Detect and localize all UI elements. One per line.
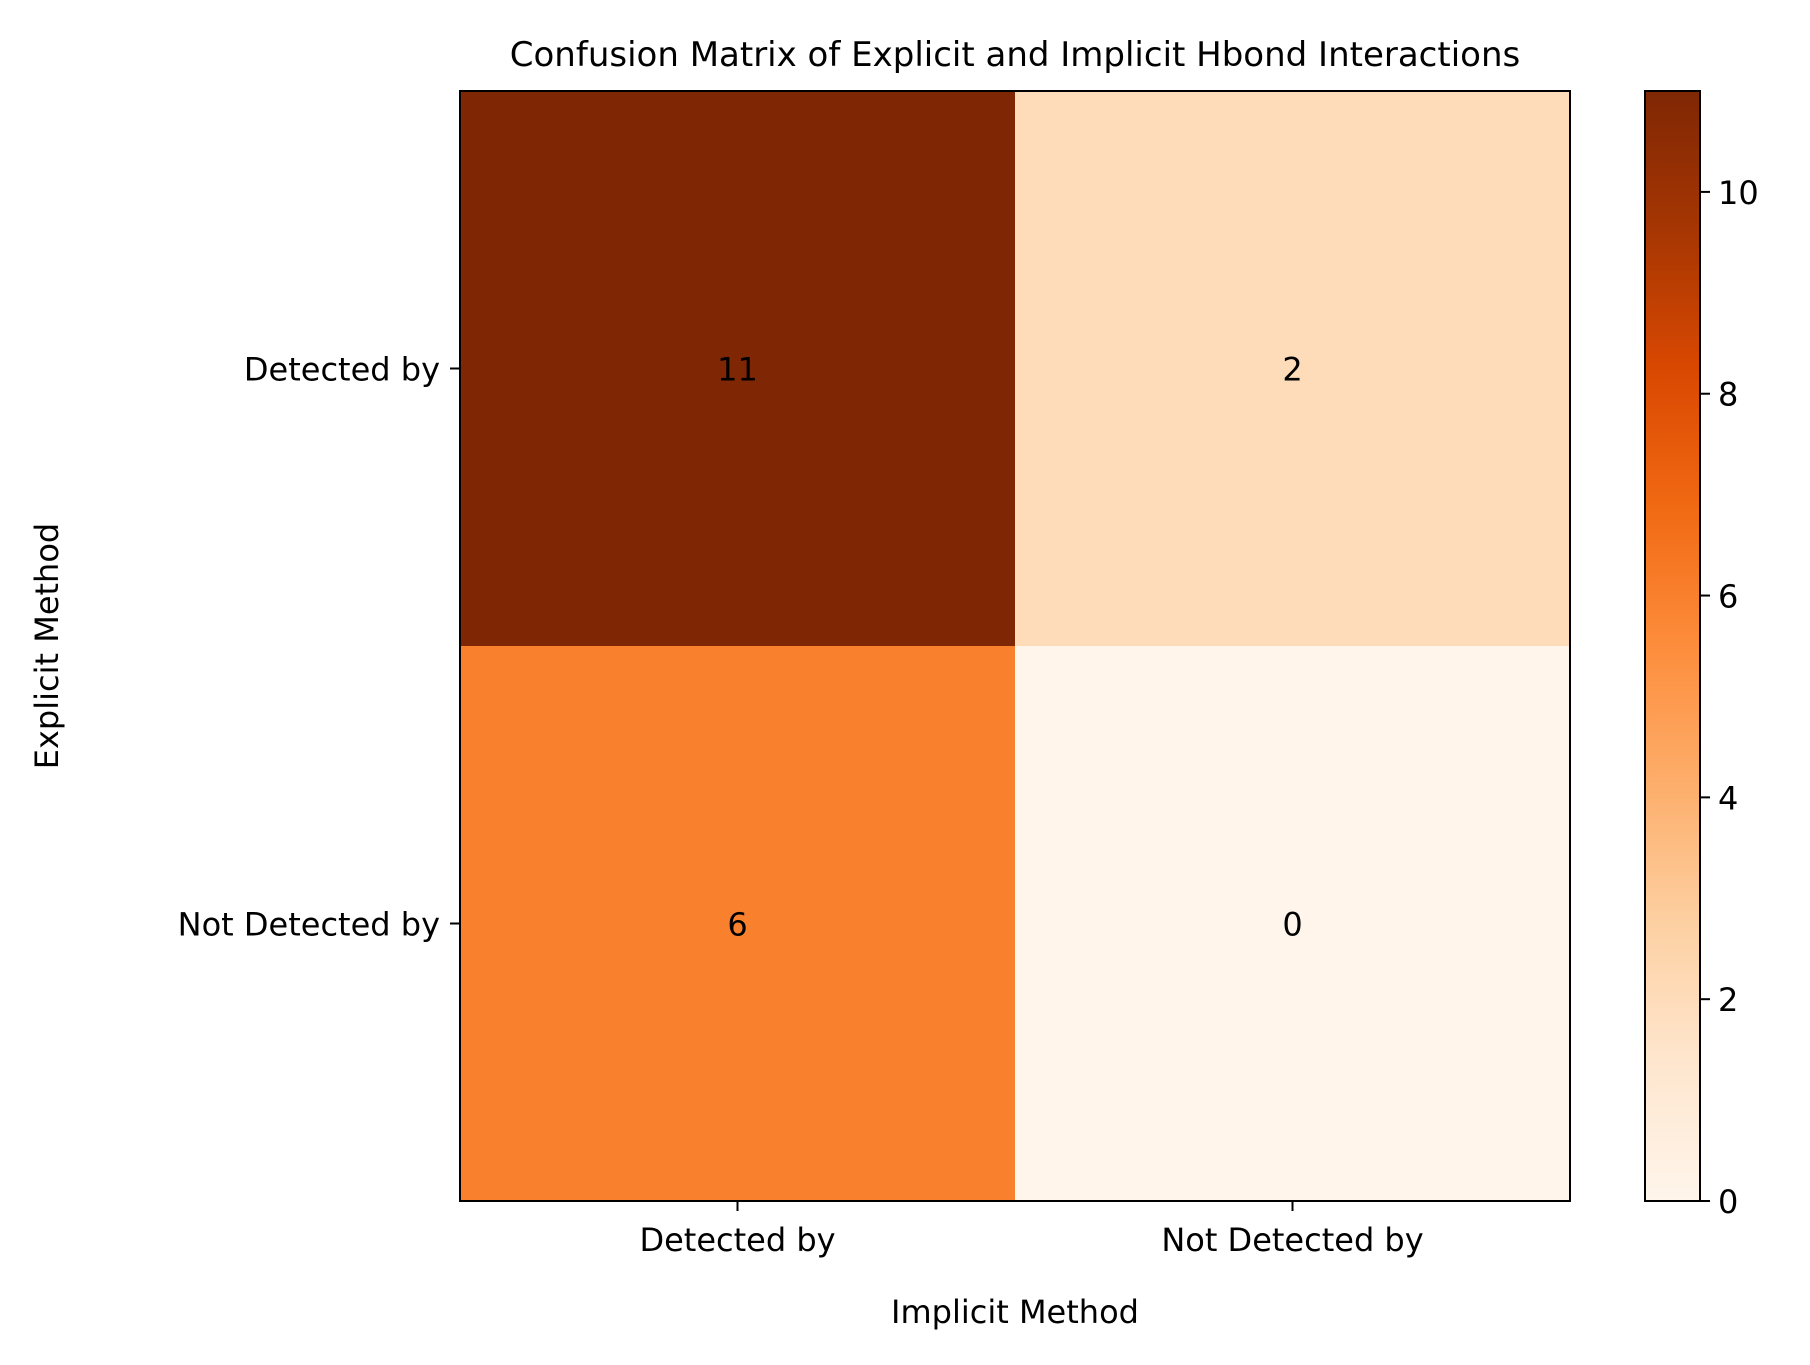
colorbar-tick-label: 8 bbox=[1718, 376, 1738, 414]
y-axis-ticks: Detected by Not Detected by bbox=[178, 351, 460, 944]
heatmap-cells bbox=[460, 91, 1570, 1201]
cell-value-r1-c0: 6 bbox=[727, 906, 747, 944]
y-tick-label: Detected by bbox=[244, 351, 440, 389]
colorbar-tick-label: 6 bbox=[1718, 578, 1738, 616]
x-tick-label: Not Detected by bbox=[1161, 1221, 1423, 1259]
plot-frame bbox=[459, 90, 1571, 1202]
colorbar-tick-label: 10 bbox=[1718, 174, 1759, 212]
colorbar-frame bbox=[1644, 90, 1701, 1202]
colorbar-tick-label: 0 bbox=[1718, 1183, 1738, 1221]
heatmap-cell-labels: 11 2 6 0 bbox=[717, 351, 1303, 944]
colorbar-tick-label: 2 bbox=[1718, 981, 1738, 1019]
cell-value-r0-c1: 2 bbox=[1282, 351, 1302, 389]
colorbar-tick-label: 4 bbox=[1718, 779, 1738, 817]
x-tick-label: Detected by bbox=[639, 1221, 835, 1259]
x-axis-label: Implicit Method bbox=[891, 1293, 1139, 1331]
heatmap-cell-r1-c0 bbox=[460, 646, 1015, 1201]
y-axis-label: Explicit Method bbox=[28, 523, 66, 769]
colorbar-ticks: 0 2 4 6 8 10 bbox=[1700, 174, 1759, 1221]
colorbar-gradient bbox=[1645, 91, 1700, 1201]
chart-title: Confusion Matrix of Explicit and Implici… bbox=[510, 35, 1520, 75]
x-axis-ticks: Detected by Not Detected by bbox=[639, 1201, 1424, 1259]
heatmap-cell-r0-c1 bbox=[1015, 91, 1570, 646]
heatmap-cell-r1-c1 bbox=[1015, 646, 1570, 1201]
cell-value-r0-c0: 11 bbox=[717, 351, 758, 389]
cell-value-r1-c1: 0 bbox=[1282, 906, 1302, 944]
heatmap-cell-r0-c0 bbox=[460, 91, 1015, 646]
y-tick-label: Not Detected by bbox=[178, 906, 440, 944]
